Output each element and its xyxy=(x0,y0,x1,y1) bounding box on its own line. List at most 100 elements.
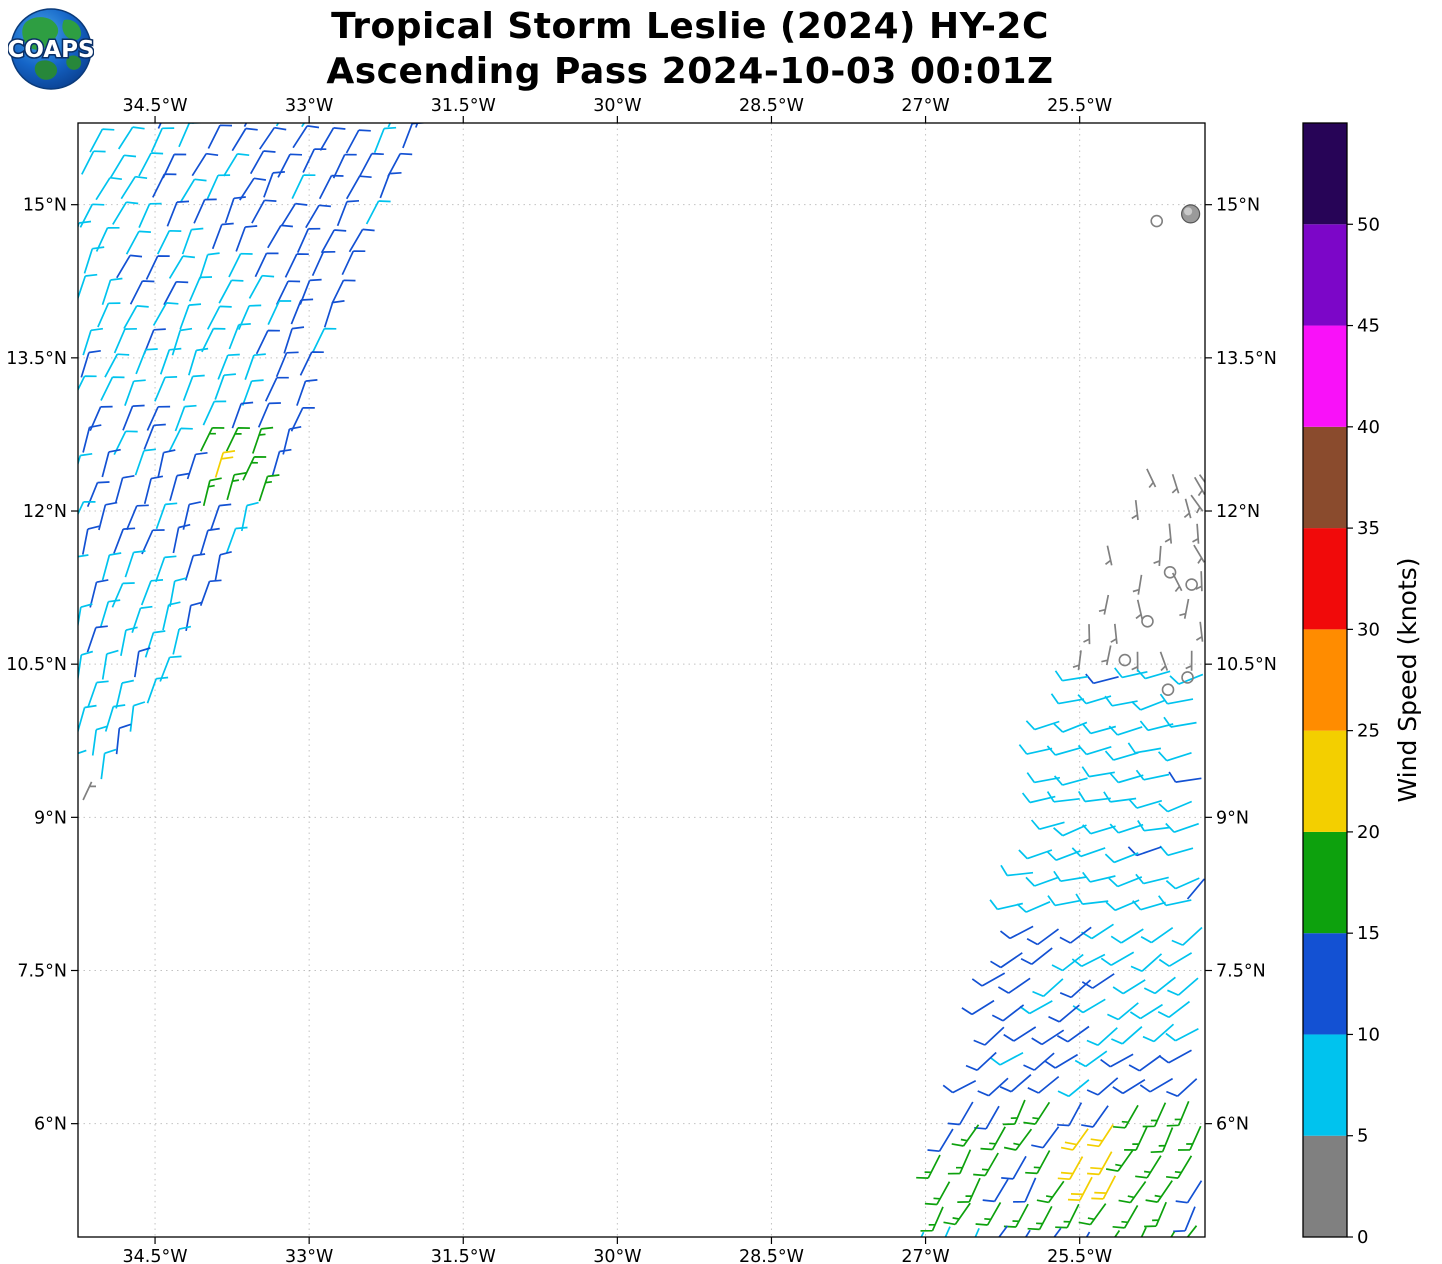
wind-barb xyxy=(1195,571,1203,592)
wind-barb xyxy=(1177,1125,1202,1151)
svg-text:25.5°W: 25.5°W xyxy=(1047,96,1112,116)
wind-barb xyxy=(1164,523,1173,544)
wind-barb xyxy=(1053,1227,1062,1237)
wind-barb xyxy=(242,456,267,481)
wind-barb xyxy=(1131,651,1139,672)
wind-barb xyxy=(123,305,149,330)
wind-barb xyxy=(1198,474,1205,493)
wind-barb xyxy=(1135,769,1170,781)
wind-barb xyxy=(78,501,96,516)
wind-barb xyxy=(249,150,276,175)
wind-barb xyxy=(1131,699,1166,711)
wind-barb xyxy=(111,582,135,608)
svg-text:9°N: 9°N xyxy=(34,808,67,828)
svg-text:30: 30 xyxy=(1357,619,1380,640)
wind-barb xyxy=(198,252,220,280)
wind-barb xyxy=(1016,901,1051,913)
wind-barb xyxy=(1057,1156,1084,1181)
wind-barb xyxy=(228,252,253,278)
wind-barb xyxy=(225,526,248,554)
wind-barb xyxy=(78,749,87,755)
wind-barb xyxy=(1101,645,1112,666)
wind-barb xyxy=(1032,978,1064,998)
wind-barb xyxy=(238,304,262,330)
wind-barb xyxy=(223,153,250,177)
wind-barb xyxy=(942,1079,977,1094)
wind-barb xyxy=(1169,673,1204,685)
wind-barb xyxy=(89,128,115,153)
wind-barb xyxy=(331,279,356,304)
wind-barb xyxy=(1081,1105,1109,1128)
wind-barb xyxy=(1025,720,1060,731)
wind-barb xyxy=(267,224,293,249)
wind-barb xyxy=(1166,1100,1190,1127)
wind-barb xyxy=(290,406,315,432)
wind-barb xyxy=(113,527,136,554)
wind-barb xyxy=(947,1149,972,1175)
wind-barb xyxy=(1153,545,1162,566)
wind-barb xyxy=(1158,952,1193,967)
wind-barb xyxy=(1183,498,1192,519)
wind-barb xyxy=(115,723,131,755)
wind-barb xyxy=(206,305,232,330)
calm-wind-circle xyxy=(1161,683,1175,697)
wind-barb xyxy=(965,1051,997,1071)
wind-barb xyxy=(193,198,217,224)
wind-barb xyxy=(1023,1101,1051,1125)
wind-barb xyxy=(95,176,123,201)
wind-barb xyxy=(199,579,222,606)
wind-barb xyxy=(1085,673,1119,685)
wind-barb xyxy=(186,451,208,480)
wind-barb xyxy=(241,379,264,406)
wind-barb xyxy=(251,426,274,454)
wind-barb xyxy=(239,177,267,201)
wind-barb xyxy=(323,300,345,328)
wind-barb xyxy=(168,255,195,279)
wind-barb xyxy=(267,300,292,325)
wind-barb xyxy=(1081,973,1115,989)
wind-barb xyxy=(172,625,192,655)
globe-icon xyxy=(10,8,92,90)
wind-barb xyxy=(217,353,240,380)
wind-barb xyxy=(254,252,279,278)
wind-barb xyxy=(1113,1104,1139,1129)
wind-barb xyxy=(1143,976,1176,995)
wind-barb xyxy=(331,123,334,125)
wind-barb xyxy=(218,279,244,304)
wind-barb xyxy=(1085,1231,1091,1237)
wind-barb xyxy=(1056,1025,1090,1043)
svg-text:10: 10 xyxy=(1357,1024,1380,1045)
wind-barb xyxy=(145,255,170,280)
wind-barb xyxy=(1098,594,1110,615)
svg-text:9°N: 9°N xyxy=(1216,808,1249,828)
wind-barb xyxy=(319,127,346,151)
wind-barb xyxy=(1027,1206,1053,1231)
wind-barb xyxy=(146,405,171,431)
wind-barb xyxy=(1190,494,1204,514)
wind-barb xyxy=(1060,1128,1089,1151)
wind-barb xyxy=(1185,650,1193,671)
wind-barb xyxy=(82,327,104,356)
chart-subtitle: Ascending Pass 2024-10-03 00:01Z xyxy=(326,51,1054,92)
wind-barb xyxy=(1023,1052,1055,1071)
svg-text:30°W: 30°W xyxy=(593,96,641,116)
wind-barb xyxy=(112,201,139,225)
wind-barb xyxy=(977,1077,1009,1097)
northwest-swath xyxy=(78,123,425,780)
wind-barb xyxy=(1025,1150,1051,1175)
wind-barb xyxy=(168,427,193,453)
gridlines xyxy=(78,123,1205,1237)
wind-barb xyxy=(973,1026,1005,1046)
wind-barb xyxy=(916,1154,941,1179)
wind-barb xyxy=(224,196,246,224)
wind-barb xyxy=(1132,574,1143,595)
wind-barb xyxy=(1112,979,1146,995)
wind-barb xyxy=(280,202,308,227)
wind-barb xyxy=(264,376,289,402)
svg-text:15°N: 15°N xyxy=(23,196,67,216)
wind-barb xyxy=(207,124,233,149)
wind-barb xyxy=(1111,1026,1143,1045)
wind-barb xyxy=(1105,1149,1134,1172)
wind-barb xyxy=(101,448,121,478)
wind-barb xyxy=(1082,871,1116,883)
